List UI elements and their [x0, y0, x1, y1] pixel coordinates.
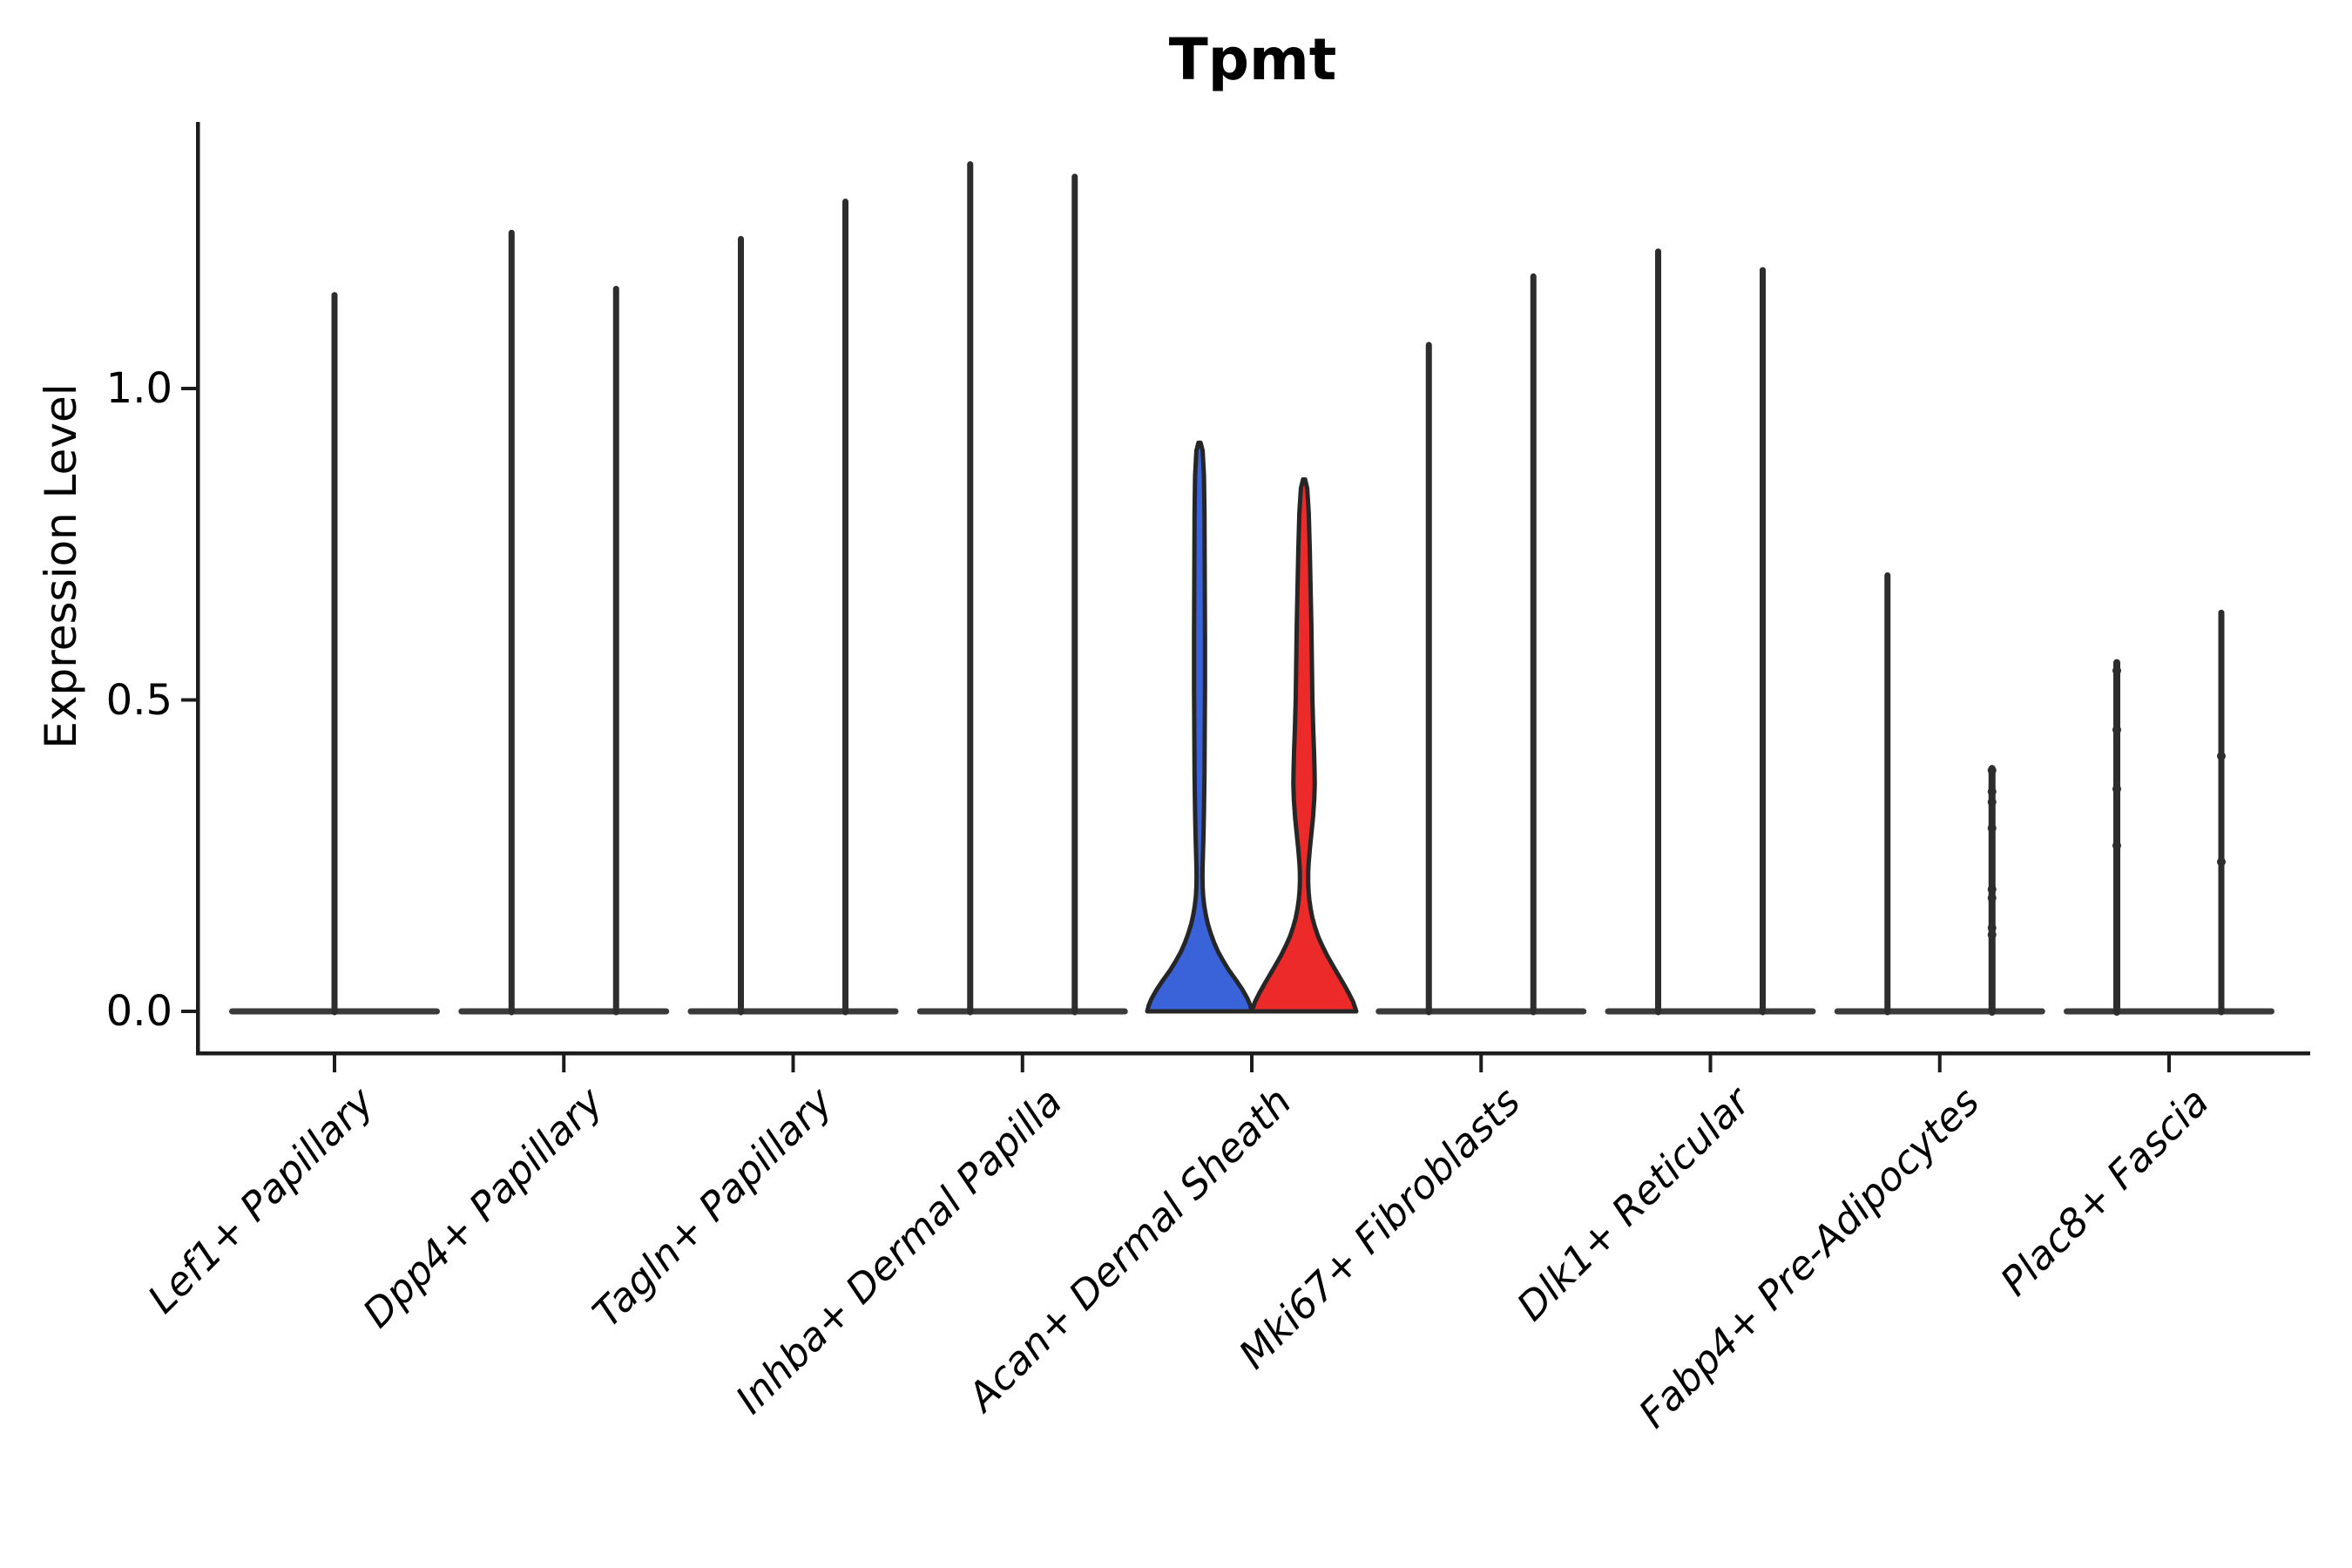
y-tick-label: 0.5	[105, 675, 172, 725]
x-tick-mark	[1479, 1053, 1484, 1072]
jitter-point	[1987, 787, 1997, 796]
x-tick-mark	[562, 1053, 566, 1072]
jitter-point	[2112, 841, 2121, 850]
jitter-point	[1987, 766, 1997, 775]
x-tick-mark	[333, 1053, 336, 1072]
y-axis-spine	[196, 122, 200, 1055]
violin-base-line	[1834, 1008, 2045, 1015]
violin-base-line	[687, 1008, 899, 1015]
violin-base-line	[2064, 1008, 2274, 1015]
x-tick-mark	[1937, 1053, 1942, 1072]
jitter-point	[2217, 751, 2226, 760]
y-tick-mark	[181, 1010, 198, 1013]
jitter-point	[1987, 884, 1997, 894]
x-tick-mark	[1250, 1053, 1254, 1072]
violin-base-line	[916, 1008, 1128, 1015]
jitter-point	[1987, 893, 1997, 902]
jitter-point	[1987, 823, 1997, 833]
x-tick-mark	[1708, 1053, 1713, 1072]
jitter-point	[1987, 930, 1997, 940]
y-tick-label: 1.0	[105, 364, 172, 413]
violin-density	[1145, 440, 1254, 1014]
y-tick-mark	[181, 387, 198, 390]
violin-base-line	[1605, 1008, 1816, 1015]
y-tick-mark	[181, 698, 198, 702]
violin-base-line	[1375, 1008, 1587, 1015]
chart-title: Tpmt	[1168, 26, 1337, 93]
jitter-point	[2112, 725, 2121, 734]
x-tick-mark	[1020, 1053, 1024, 1072]
jitter-point	[2217, 857, 2226, 867]
jitter-point	[2112, 784, 2121, 794]
jitter-point	[1987, 797, 1997, 807]
y-tick-label: 0.0	[105, 987, 172, 1036]
x-tick-mark	[791, 1053, 795, 1072]
jitter-point	[2112, 666, 2121, 675]
x-tick-mark	[2167, 1053, 2171, 1072]
jitter-point	[1987, 923, 1997, 933]
violin-base-line	[458, 1008, 670, 1015]
violin-density	[1249, 476, 1359, 1014]
